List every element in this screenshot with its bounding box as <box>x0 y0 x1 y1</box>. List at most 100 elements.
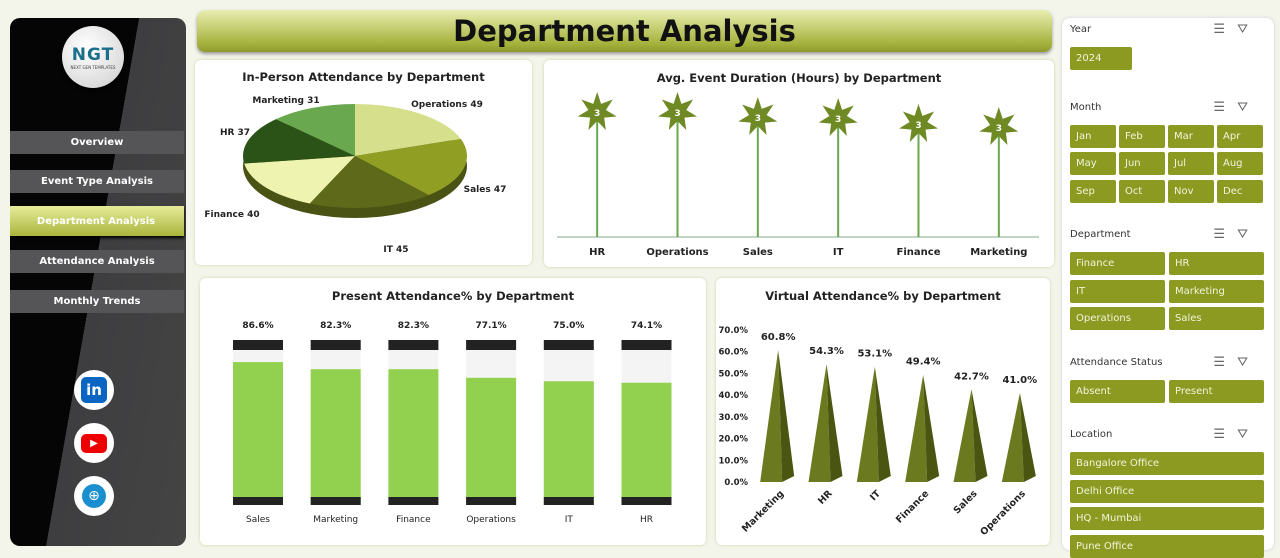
y-tick-label: 0.0% <box>724 478 748 488</box>
x-tick-label: Operations <box>978 488 1028 538</box>
slicer-title: Department <box>1070 229 1131 240</box>
page-title: Department Analysis <box>453 14 796 48</box>
bar-cap-top <box>310 340 361 350</box>
data-label: 49.4% <box>906 357 941 368</box>
slicer-item-operations[interactable]: Operations <box>1070 307 1165 330</box>
x-tick-label: Operations <box>466 515 516 525</box>
clear-filter-icon[interactable]: ⛛ <box>1237 227 1260 242</box>
logo: NGT NEXT GEN TEMPLATES <box>62 26 124 88</box>
pyramid-face <box>760 349 783 482</box>
pie-slice-marketing <box>276 104 355 156</box>
linkedin-icon[interactable]: in <box>74 370 114 410</box>
x-tick-label: Marketing <box>970 247 1027 258</box>
data-label: 54.3% <box>809 346 844 357</box>
slicer-item-jun[interactable]: Jun <box>1119 152 1165 175</box>
multi-select-icon[interactable]: ☰ <box>1213 22 1238 37</box>
slicer-item-hq---mumbai[interactable]: HQ - Mumbai <box>1070 507 1264 530</box>
slicer-item-hr[interactable]: HR <box>1169 252 1264 275</box>
y-tick-label: 60.0% <box>719 348 749 358</box>
virtual-chart: 0.0% 10.0% 20.0% 30.0% 40.0% 50.0% 60.0% 70.0% 6… <box>719 326 1038 538</box>
data-label: 82.3% <box>398 321 429 331</box>
slicer-item-absent[interactable]: Absent <box>1070 379 1165 403</box>
slicer-item-marketing[interactable]: Marketing <box>1169 279 1264 303</box>
slicer-item-jul[interactable]: Jul <box>1168 152 1214 175</box>
nav-attendance-analysis[interactable]: Attendance Analysis <box>10 250 184 273</box>
chart-title: In-Person Attendance by Department <box>242 70 485 84</box>
slicer-item-sep[interactable]: Sep <box>1070 179 1116 203</box>
slicer-item-jan[interactable]: Jan <box>1070 124 1116 148</box>
chart-title: Present Attendance% by Department <box>331 289 575 303</box>
slicer-item-oct[interactable]: Oct <box>1119 179 1165 203</box>
nav-monthly-trends[interactable]: Monthly Trends <box>10 290 184 313</box>
data-label: IT 45 <box>383 245 408 255</box>
youtube-icon[interactable]: ▶ <box>74 423 114 463</box>
clear-filter-icon[interactable]: ⛛ <box>1237 99 1260 115</box>
slicer-item-aug[interactable]: Aug <box>1217 152 1263 175</box>
clear-filter-icon[interactable]: ⛛ <box>1237 427 1260 442</box>
multi-select-icon[interactable]: ☰ <box>1213 227 1238 242</box>
slicer-item-bangalore-office[interactable]: Bangalore Office <box>1070 452 1264 475</box>
bar-cap-top <box>388 340 439 350</box>
pie-slice-sales <box>355 138 467 196</box>
slicer-title: Month <box>1070 101 1102 113</box>
multi-select-icon[interactable]: ☰ <box>1213 427 1238 442</box>
star-marker <box>979 107 1019 145</box>
data-label: 60.8% <box>761 332 796 343</box>
bar-fill <box>543 381 594 505</box>
data-label: 3 <box>755 114 761 124</box>
x-tick-label: IT <box>868 488 883 503</box>
nav-department-analysis[interactable]: Department Analysis <box>10 206 184 236</box>
slicer-item-2024[interactable]: 2024 <box>1070 47 1132 70</box>
star-marker <box>818 98 858 136</box>
star-marker <box>577 92 617 130</box>
bar-cap-top <box>621 340 672 350</box>
pie-chart: Operations 49 Sales 47 IT 45 Finance 40 HR 3… <box>204 96 506 255</box>
multi-select-icon[interactable]: ☰ <box>1213 354 1238 370</box>
slicer-item-sales[interactable]: Sales <box>1169 307 1264 330</box>
data-label: 82.3% <box>320 321 351 331</box>
x-tick-label: Finance <box>396 515 431 525</box>
slicer-item-it[interactable]: IT <box>1070 279 1165 303</box>
x-tick-label: Sales <box>952 488 980 516</box>
data-label: Marketing 31 <box>252 96 319 106</box>
slicer-item-dec[interactable]: Dec <box>1217 179 1263 203</box>
data-label: 3 <box>996 124 1002 134</box>
data-label: Finance 40 <box>204 210 259 220</box>
slicer-item-nov[interactable]: Nov <box>1168 179 1214 203</box>
bar-fill <box>621 382 672 505</box>
slicer-item-apr[interactable]: Apr <box>1217 124 1263 148</box>
x-tick-label: HR <box>589 247 605 258</box>
y-tick-label: 50.0% <box>719 369 749 379</box>
globe-icon[interactable]: ⊕ <box>74 476 114 516</box>
clear-filter-icon[interactable]: ⛛ <box>1237 22 1260 37</box>
x-tick-label: HR <box>816 488 835 507</box>
slicer-item-finance[interactable]: Finance <box>1070 252 1165 275</box>
data-label: 53.1% <box>857 349 892 360</box>
pie-slice-operations <box>355 104 461 156</box>
nav-overview[interactable]: Overview <box>10 131 184 154</box>
present-chart-card: Present Attendance% by Department 86.6% S… <box>200 278 706 545</box>
bar-cap-bottom <box>233 497 283 505</box>
slicer-item-mar[interactable]: Mar <box>1168 124 1214 148</box>
multi-select-icon[interactable]: ☰ <box>1213 99 1238 115</box>
slicer-item-may[interactable]: May <box>1070 152 1116 175</box>
data-label: 42.7% <box>954 371 989 382</box>
slicer-title: Year <box>1070 24 1092 35</box>
slicer-item-pune-office[interactable]: Pune Office <box>1070 534 1264 558</box>
bar-cap-top <box>466 340 517 350</box>
bar-cap-bottom <box>310 497 361 505</box>
x-tick-label: Marketing <box>313 515 358 525</box>
chart-title: Virtual Attendance% by Department <box>765 289 1001 303</box>
x-tick-label: IT <box>565 515 574 525</box>
data-label: 3 <box>594 109 600 119</box>
slicer-item-delhi-office[interactable]: Delhi Office <box>1070 479 1264 503</box>
slicer-item-feb[interactable]: Feb <box>1119 124 1165 148</box>
page-title-banner: Department Analysis <box>197 10 1052 52</box>
slicer-item-present[interactable]: Present <box>1169 379 1264 403</box>
y-tick-label: 70.0% <box>719 326 749 336</box>
clear-filter-icon[interactable]: ⛛ <box>1237 354 1260 370</box>
pyramid-side <box>971 389 988 482</box>
data-label: 3 <box>835 115 841 125</box>
nav-event-type-analysis[interactable]: Event Type Analysis <box>10 170 184 193</box>
x-tick-label: Finance <box>897 247 941 258</box>
